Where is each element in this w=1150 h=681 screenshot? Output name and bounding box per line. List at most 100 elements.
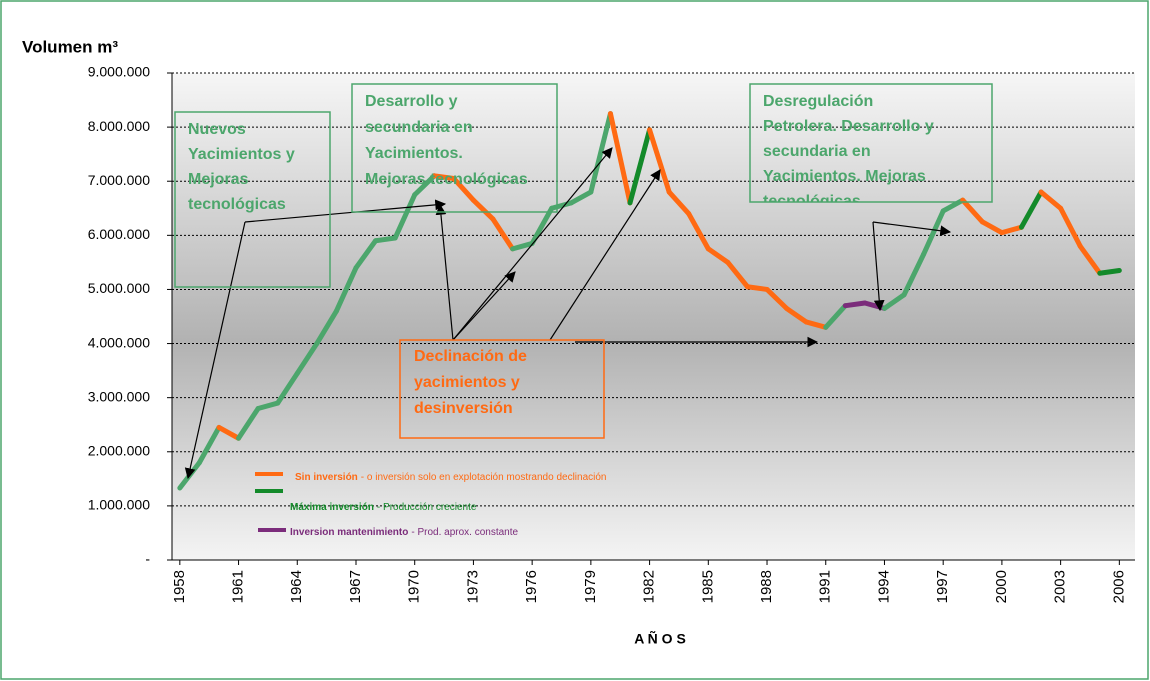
- line-segment: [842, 300, 868, 309]
- x-tick-label: 2000: [993, 570, 1010, 603]
- x-tick-label: 2006: [1110, 570, 1127, 603]
- line-segment: [470, 197, 496, 222]
- annotation-text: Mejoras: [188, 171, 249, 188]
- line-segment: [236, 405, 261, 441]
- line-segment: [568, 189, 594, 206]
- arrow: [184, 221, 246, 480]
- line-segment: [353, 238, 379, 271]
- annotation: Desregulación Petrolera. Desarrollo y secu…: [763, 93, 934, 210]
- line-segment: [784, 305, 809, 325]
- line-segment: [333, 265, 359, 314]
- x-tick-label: 1973: [464, 570, 481, 603]
- annotation-box: [749, 83, 993, 203]
- line-segment: [255, 400, 281, 411]
- y-tick-label: 8.000.000: [88, 118, 150, 134]
- line-segment: [196, 424, 222, 466]
- y-tick-label: 5.000.000: [88, 280, 150, 296]
- annotation-text: tecnológicas: [763, 193, 861, 210]
- line-segment: [1077, 243, 1103, 276]
- x-tick-label: 1985: [699, 570, 716, 603]
- x-tick-label: 1994: [875, 570, 892, 603]
- line-segment: [1097, 268, 1122, 276]
- line-segment: [764, 286, 790, 311]
- annotation-text: Declinación de: [414, 348, 527, 365]
- line-segment: [666, 189, 692, 217]
- y-tick-label: 4.000.000: [88, 334, 150, 350]
- x-tick-label: 1979: [582, 570, 599, 603]
- annotation: Nuevos Yacimientos y Mejoras tecnológicas: [188, 121, 295, 213]
- x-tick-label: 1964: [288, 570, 305, 603]
- line-segment: [823, 303, 848, 330]
- annotation-text: Yacimientos y: [188, 146, 295, 163]
- annotation-text: Yacimientos.: [365, 145, 463, 162]
- line-segment: [412, 173, 437, 198]
- line-segment: [529, 205, 555, 246]
- line-segment: [607, 111, 633, 206]
- line-segment: [314, 308, 339, 347]
- legend-name: Máxima inversión: [290, 502, 374, 513]
- annotation-text: desinversión: [414, 400, 513, 417]
- legend-name: Inversion mantenimiento: [290, 527, 408, 538]
- arrow: [244, 199, 447, 223]
- y-tick-label: 9.000.000: [88, 64, 150, 80]
- line-segment: [216, 424, 242, 441]
- arrow: [452, 271, 516, 341]
- y-axis-title: Volumen m³: [22, 37, 118, 56]
- x-tick-label: 1991: [817, 570, 834, 603]
- line-segment: [1058, 205, 1083, 249]
- line-segment: [979, 219, 1005, 236]
- annotation-box: [399, 339, 605, 439]
- x-tick-label: 1961: [230, 570, 247, 603]
- legend-description: - Producción creciente: [377, 502, 477, 513]
- x-tick-label: 1988: [758, 570, 775, 603]
- arrow: [872, 221, 885, 312]
- x-tick-label: 1958: [171, 570, 188, 603]
- legend-entry: Sin inversión - o inversión solo en explo…: [295, 472, 607, 483]
- annotation-text: Nuevos: [188, 121, 246, 138]
- x-tick-label: 1982: [641, 570, 658, 603]
- line-segment: [510, 240, 535, 252]
- line-segment: [549, 200, 574, 211]
- annotation-text: secundaria en: [365, 119, 473, 136]
- arrow: [549, 169, 661, 341]
- y-tick-label: 1.000.000: [88, 497, 150, 513]
- line-segment: [627, 127, 653, 206]
- line-segment: [392, 192, 418, 241]
- x-tick-label: 2003: [1052, 570, 1069, 603]
- line-segment: [725, 259, 750, 290]
- line-segment: [294, 341, 320, 376]
- legend-entry: Inversion mantenimiento - Prod. aprox. co…: [290, 527, 519, 538]
- x-tick-label: 1967: [347, 570, 364, 603]
- line-segment: [451, 176, 476, 203]
- x-tick-label: 1997: [934, 570, 951, 603]
- annotation-text: Mejoras tecnológicas: [365, 171, 528, 188]
- arrow: [452, 147, 613, 341]
- line-segment: [686, 211, 711, 252]
- line-segment: [960, 197, 985, 225]
- annotation-text: Desarrollo y: [365, 93, 458, 110]
- line-segment: [490, 216, 516, 252]
- line-segment: [921, 208, 946, 257]
- y-tick-label: 7.000.000: [88, 172, 150, 188]
- x-axis-title: A Ñ O S: [634, 630, 686, 647]
- legend-entry: Máxima inversión - Producción creciente: [290, 502, 477, 513]
- arrow: [435, 203, 454, 341]
- legend-name: Sin inversión: [295, 472, 358, 483]
- annotation: Desarrollo y secundaria en Yacimientos. Mej…: [365, 93, 528, 188]
- legend-description: - Prod. aprox. constante: [411, 527, 518, 538]
- line-segment: [647, 127, 672, 195]
- line-segment: [744, 284, 770, 292]
- line-segment: [373, 235, 398, 244]
- line-segment: [431, 173, 457, 182]
- x-tick-label: 1976: [523, 570, 540, 603]
- y-tick-label: 2.000.000: [88, 442, 150, 458]
- line-segment: [901, 251, 927, 298]
- line-segment: [1038, 189, 1064, 211]
- line-segment: [588, 111, 613, 195]
- annotation: Declinación de yacimientos y desinversión: [414, 348, 527, 417]
- line-segment: [1018, 189, 1044, 230]
- annotation-text: secundaria en: [763, 143, 871, 160]
- y-tick-label: -: [145, 551, 150, 567]
- annotation-box: [174, 111, 331, 288]
